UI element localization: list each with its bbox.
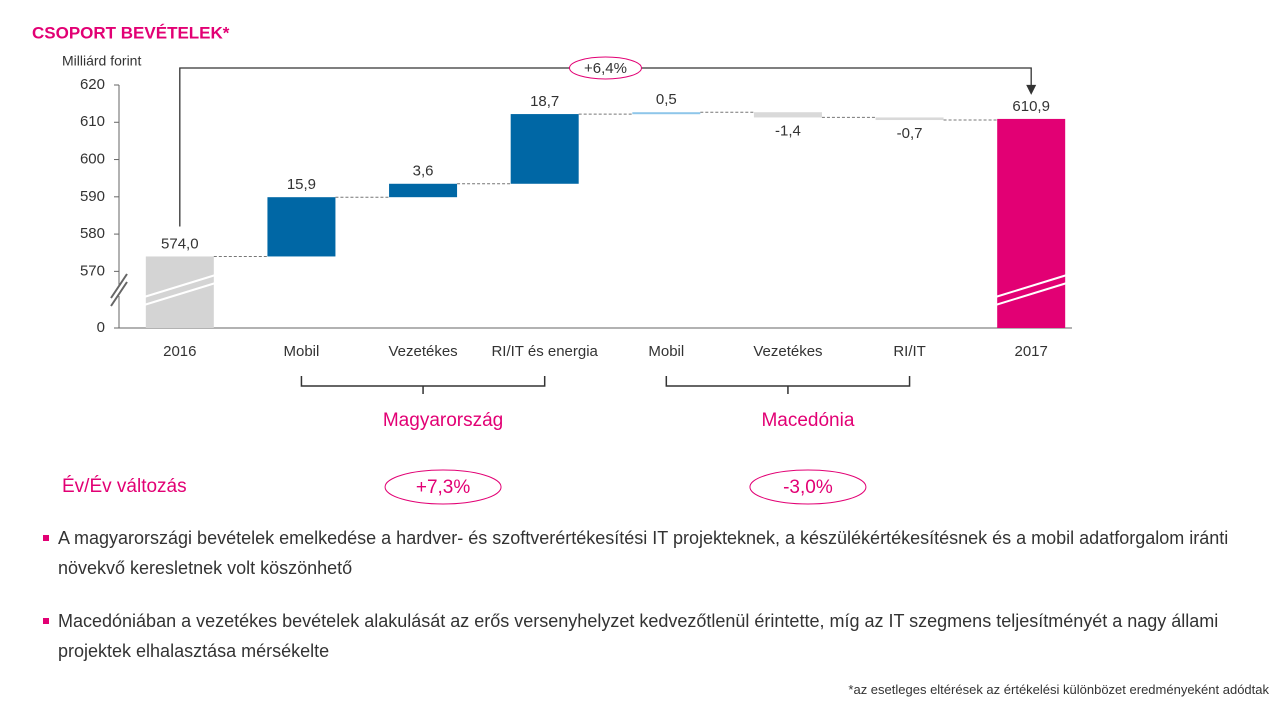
- axis-break: [140, 273, 220, 299]
- arrow-head: [1026, 84, 1037, 95]
- x-tick-label: Mobil: [648, 343, 684, 360]
- x-tick-label: 2017: [1015, 343, 1048, 360]
- value-label: 574,0: [161, 235, 199, 252]
- change-badge: [569, 56, 642, 80]
- bullet: A magyarországi bevételek emelkedése a h…: [43, 523, 1258, 583]
- y-tick-label: 570: [80, 262, 105, 279]
- axis-break-gap: [111, 286, 127, 296]
- value-label: 610,9: [1012, 98, 1050, 115]
- y-axis-label: Milliárd forint: [62, 53, 141, 69]
- y-tick-label: 580: [80, 225, 105, 242]
- x-tick-label: Vezetékes: [753, 343, 822, 360]
- bar: [753, 112, 822, 118]
- y-tick-label: 610: [80, 113, 105, 130]
- chart-title: CSOPORT BEVÉTELEK*: [32, 23, 230, 42]
- value-label: 15,9: [287, 176, 316, 193]
- bullet: Macedóniában a vezetékes bevételek alaku…: [43, 606, 1258, 666]
- group-change: -3,0%: [783, 477, 833, 498]
- value-label: 18,7: [530, 93, 559, 110]
- chart: CSOPORT BEVÉTELEK* Milliárd forint 0 570 5…: [32, 23, 1072, 505]
- bar: [267, 197, 336, 257]
- bar: [997, 118, 1066, 328]
- x-tick-label: RI/IT: [893, 343, 926, 360]
- axis-break: [110, 281, 128, 307]
- y-tick-label: 0: [97, 319, 105, 336]
- group-label: Magyarország: [383, 410, 503, 431]
- bar: [632, 112, 701, 115]
- y-tick-label: 590: [80, 188, 105, 205]
- axis-break: [991, 281, 1071, 307]
- value-label: 3,6: [413, 163, 434, 180]
- y-tick-label: 620: [80, 76, 105, 93]
- x-tick-label: Mobil: [284, 343, 320, 360]
- x-tick-label: Vezetékes: [388, 343, 457, 360]
- group-brace: [300, 376, 546, 394]
- change-row-label: Év/Év változás: [62, 476, 187, 497]
- x-tick-label: 2016: [163, 343, 196, 360]
- axis-break: [140, 281, 220, 307]
- change-label: +6,4%: [584, 60, 627, 77]
- y-tick-label: 600: [80, 151, 105, 168]
- bar: [389, 183, 458, 198]
- value-label: -1,4: [775, 122, 801, 139]
- bar: [875, 117, 944, 121]
- group-label: Macedónia: [761, 410, 854, 431]
- axis-break: [991, 273, 1071, 299]
- bar: [510, 114, 579, 184]
- value-label: -0,7: [897, 125, 923, 142]
- group-change-badge: [384, 469, 502, 505]
- footnote: *az esetleges eltérések az értékelési kü…: [848, 682, 1269, 697]
- group-change-badge: [749, 469, 867, 505]
- x-tick-label: RI/IT és energia: [491, 343, 598, 360]
- value-label: 0,5: [656, 91, 677, 108]
- group-brace: [665, 376, 911, 394]
- axis-break: [110, 273, 128, 299]
- bar: [145, 256, 214, 328]
- group-change: +7,3%: [416, 477, 471, 498]
